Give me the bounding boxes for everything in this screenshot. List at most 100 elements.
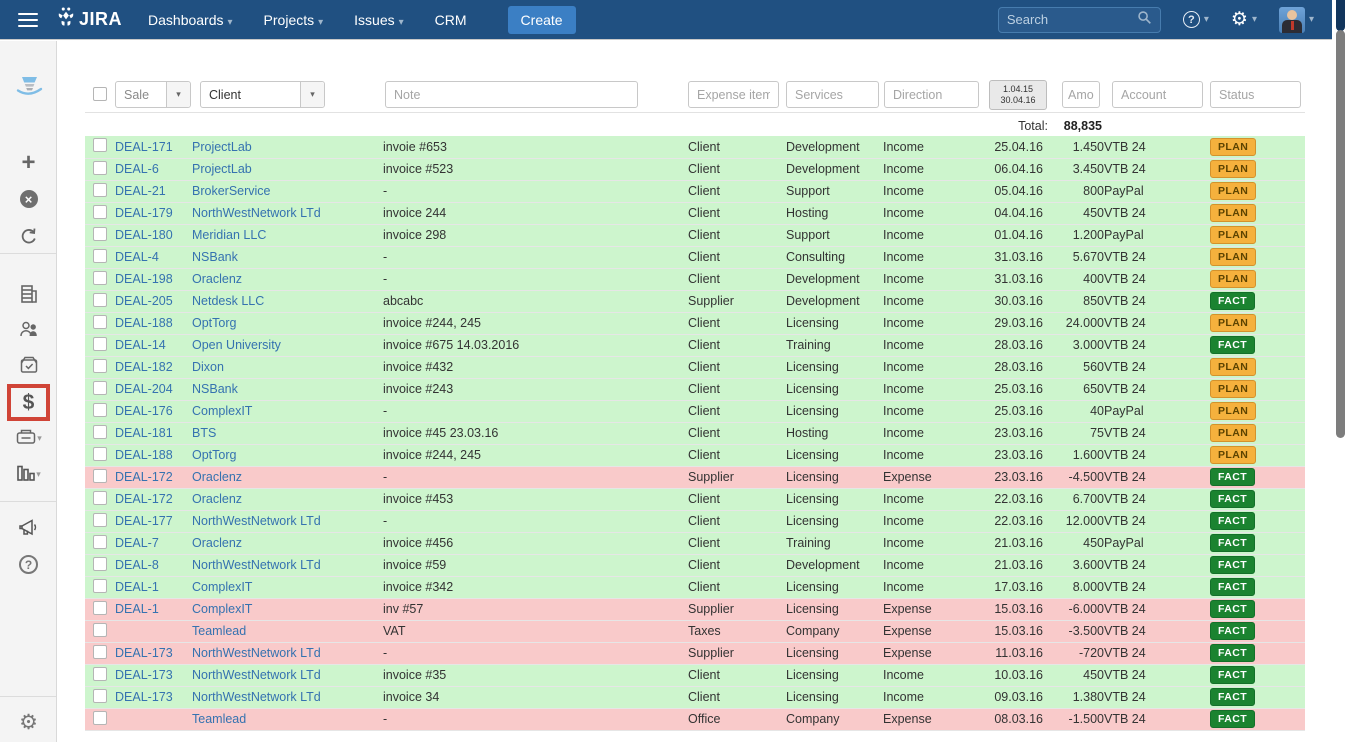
- sale-filter-select[interactable]: Sale ▾: [115, 81, 191, 108]
- row-checkbox[interactable]: [93, 337, 107, 351]
- row-checkbox[interactable]: [93, 491, 107, 505]
- help-menu[interactable]: ? ▾: [1183, 11, 1209, 28]
- company-link[interactable]: ComplexIT: [192, 602, 252, 616]
- company-link[interactable]: BrokerService: [192, 184, 271, 198]
- user-menu[interactable]: ▾: [1279, 7, 1314, 33]
- company-link[interactable]: Oraclenz: [192, 470, 242, 484]
- company-link[interactable]: ComplexIT: [192, 580, 252, 594]
- row-checkbox[interactable]: [93, 381, 107, 395]
- deal-link[interactable]: DEAL-198: [115, 272, 173, 286]
- redo-icon[interactable]: [0, 226, 57, 251]
- deal-link[interactable]: DEAL-181: [115, 426, 173, 440]
- deal-link[interactable]: DEAL-182: [115, 360, 173, 374]
- company-link[interactable]: NSBank: [192, 382, 238, 396]
- deal-link[interactable]: DEAL-7: [115, 536, 159, 550]
- company-link[interactable]: BTS: [192, 426, 216, 440]
- deal-link[interactable]: DEAL-177: [115, 514, 173, 528]
- row-checkbox[interactable]: [93, 227, 107, 241]
- row-checkbox[interactable]: [93, 447, 107, 461]
- deal-link[interactable]: DEAL-188: [115, 448, 173, 462]
- client-filter-select[interactable]: Client ▾: [200, 81, 325, 108]
- row-checkbox[interactable]: [93, 601, 107, 615]
- row-checkbox[interactable]: [93, 689, 107, 703]
- status-filter-input[interactable]: [1210, 81, 1301, 108]
- company-link[interactable]: NorthWestNetwork LTd: [192, 690, 321, 704]
- direction-filter-input[interactable]: [884, 81, 979, 108]
- deal-link[interactable]: DEAL-4: [115, 250, 159, 264]
- deal-link[interactable]: DEAL-172: [115, 470, 173, 484]
- company-link[interactable]: Open University: [192, 338, 281, 352]
- company-link[interactable]: Oraclenz: [192, 536, 242, 550]
- deal-link[interactable]: DEAL-1: [115, 602, 159, 616]
- deal-link[interactable]: DEAL-171: [115, 140, 173, 154]
- deal-link[interactable]: DEAL-205: [115, 294, 173, 308]
- row-checkbox[interactable]: [93, 623, 107, 637]
- search-input[interactable]: [1007, 12, 1137, 27]
- row-checkbox[interactable]: [93, 425, 107, 439]
- deal-link[interactable]: DEAL-1: [115, 580, 159, 594]
- jira-logo[interactable]: JIRA: [56, 6, 122, 33]
- deal-link[interactable]: DEAL-14: [115, 338, 166, 352]
- account-filter-input[interactable]: [1112, 81, 1203, 108]
- row-checkbox[interactable]: [93, 293, 107, 307]
- menu-item-crm[interactable]: CRM: [435, 12, 467, 28]
- help-icon[interactable]: ?: [0, 555, 57, 574]
- row-checkbox[interactable]: [93, 469, 107, 483]
- deal-link[interactable]: DEAL-8: [115, 558, 159, 572]
- company-link[interactable]: ProjectLab: [192, 162, 252, 176]
- select-all-checkbox[interactable]: [93, 87, 107, 101]
- products-icon[interactable]: [0, 354, 57, 381]
- row-checkbox[interactable]: [93, 205, 107, 219]
- settings-gear-icon[interactable]: ⚙: [0, 712, 57, 733]
- company-link[interactable]: OptTorg: [192, 448, 236, 462]
- company-link[interactable]: NorthWestNetwork LTd: [192, 668, 321, 682]
- deal-link[interactable]: DEAL-204: [115, 382, 173, 396]
- row-checkbox[interactable]: [93, 667, 107, 681]
- company-link[interactable]: Teamlead: [192, 712, 246, 726]
- company-link[interactable]: NorthWestNetwork LTd: [192, 514, 321, 528]
- expense-items-filter-input[interactable]: [688, 81, 779, 108]
- row-checkbox[interactable]: [93, 513, 107, 527]
- row-checkbox[interactable]: [93, 645, 107, 659]
- teamlead-logo-icon[interactable]: [0, 74, 57, 107]
- deal-link[interactable]: DEAL-173: [115, 690, 173, 704]
- contacts-icon[interactable]: [0, 318, 57, 345]
- hamburger-menu-icon[interactable]: [18, 13, 38, 27]
- company-link[interactable]: NorthWestNetwork LTd: [192, 558, 321, 572]
- deal-link[interactable]: DEAL-188: [115, 316, 173, 330]
- company-link[interactable]: Oraclenz: [192, 272, 242, 286]
- reports-icon[interactable]: ▾: [0, 463, 57, 488]
- company-link[interactable]: Teamlead: [192, 624, 246, 638]
- announcement-icon[interactable]: [0, 516, 57, 545]
- row-checkbox[interactable]: [93, 183, 107, 197]
- company-link[interactable]: Oraclenz: [192, 492, 242, 506]
- company-link[interactable]: ComplexIT: [192, 404, 252, 418]
- row-checkbox[interactable]: [93, 557, 107, 571]
- row-checkbox[interactable]: [93, 711, 107, 725]
- row-checkbox[interactable]: [93, 403, 107, 417]
- quick-search[interactable]: [998, 7, 1161, 33]
- row-checkbox[interactable]: [93, 161, 107, 175]
- menu-item-dashboards[interactable]: Dashboards▾: [148, 12, 233, 28]
- company-link[interactable]: ProjectLab: [192, 140, 252, 154]
- row-checkbox[interactable]: [93, 315, 107, 329]
- date-range-filter[interactable]: 1.04.15 30.04.16: [989, 80, 1047, 110]
- company-link[interactable]: OptTorg: [192, 316, 236, 330]
- company-link[interactable]: Dixon: [192, 360, 224, 374]
- services-filter-input[interactable]: [786, 81, 879, 108]
- deal-link[interactable]: DEAL-176: [115, 404, 173, 418]
- row-checkbox[interactable]: [93, 359, 107, 373]
- company-link[interactable]: NorthWestNetwork LTd: [192, 646, 321, 660]
- row-checkbox[interactable]: [93, 535, 107, 549]
- deal-link[interactable]: DEAL-173: [115, 646, 173, 660]
- row-checkbox[interactable]: [93, 271, 107, 285]
- menu-item-issues[interactable]: Issues▾: [354, 12, 404, 28]
- deal-link[interactable]: DEAL-173: [115, 668, 173, 682]
- deal-link[interactable]: DEAL-179: [115, 206, 173, 220]
- row-checkbox[interactable]: [93, 249, 107, 263]
- close-icon[interactable]: ×: [0, 190, 57, 209]
- company-link[interactable]: Netdesk LLC: [192, 294, 264, 308]
- vertical-scrollbar-thumb[interactable]: [1336, 30, 1345, 438]
- create-button[interactable]: Create: [508, 6, 576, 34]
- company-link[interactable]: Meridian LLC: [192, 228, 266, 242]
